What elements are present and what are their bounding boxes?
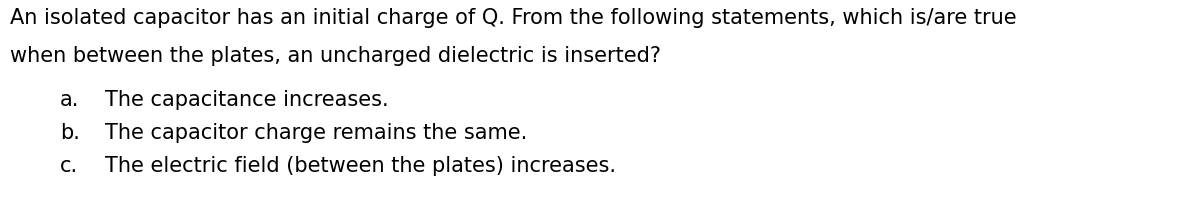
Text: a.: a. — [60, 90, 79, 110]
Text: An isolated capacitor has an initial charge of Q. From the following statements,: An isolated capacitor has an initial cha… — [10, 8, 1016, 28]
Text: c.: c. — [60, 156, 78, 176]
Text: The capacitor charge remains the same.: The capacitor charge remains the same. — [106, 123, 527, 143]
Text: b.: b. — [60, 123, 80, 143]
Text: when between the plates, an uncharged dielectric is inserted?: when between the plates, an uncharged di… — [10, 46, 661, 66]
Text: The capacitance increases.: The capacitance increases. — [106, 90, 389, 110]
Text: The electric field (between the plates) increases.: The electric field (between the plates) … — [106, 156, 616, 176]
